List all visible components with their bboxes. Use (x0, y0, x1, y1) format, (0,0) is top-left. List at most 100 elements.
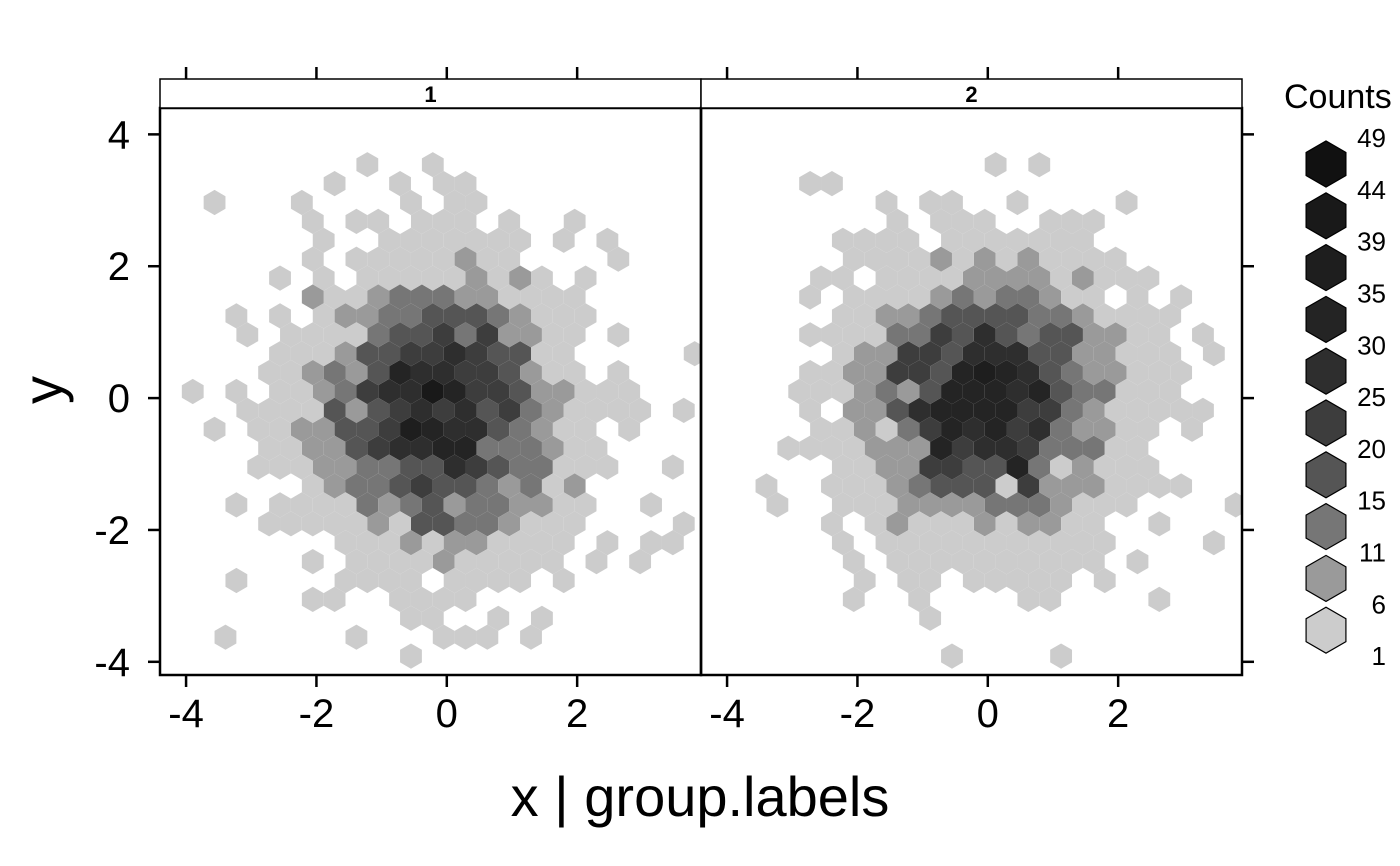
hexbin-cell (301, 322, 324, 348)
hexbin-cell (919, 416, 942, 442)
hexbin-cell (1039, 246, 1062, 272)
hexbin-cell (574, 454, 597, 480)
hexbin-cell (1072, 492, 1094, 518)
hexbin-cell (1050, 416, 1073, 442)
hexbin-cell (334, 454, 357, 480)
hexbin-cell (541, 473, 564, 499)
hexbin-cell (400, 567, 422, 594)
hexbin-cell (280, 397, 302, 423)
hexbin-cell (498, 246, 521, 272)
hexbin-cell (766, 492, 789, 518)
hexbin-cell (574, 492, 597, 518)
hexbin-cell (476, 435, 499, 461)
hexbin-cell (410, 586, 433, 612)
hexbin-cell (1126, 284, 1149, 310)
hexbin-cell (919, 189, 942, 216)
hexbin-cell (1006, 492, 1029, 518)
hexbin-cell (258, 360, 281, 386)
hexbin-cell (1072, 265, 1094, 291)
hexbin-cell (683, 341, 701, 367)
hexbin-cell (465, 303, 488, 329)
hexbin-cell (345, 473, 368, 499)
hexbin-cell (563, 473, 586, 499)
hexbin-cell (951, 246, 974, 272)
hexbin-cell (367, 435, 390, 461)
hexbin-cell (864, 284, 887, 310)
hexbin-cell (454, 171, 477, 197)
hexbin-cell (563, 511, 586, 537)
hexbin-cell (465, 378, 488, 405)
hexbin-cell (1028, 341, 1051, 367)
hexbin-cell (1224, 492, 1242, 518)
hexbin-cell (875, 341, 898, 367)
hexbin-cell (984, 416, 1007, 442)
hexbin-cell (312, 416, 335, 442)
hexbin-cell (356, 530, 379, 556)
hexbin-cell (520, 284, 542, 310)
hexbin-cell (421, 454, 444, 480)
hexbin-cell (1072, 378, 1094, 405)
hexbin-cell (400, 492, 422, 518)
hexbin-cell (487, 378, 510, 405)
hexbin-cell (1017, 322, 1040, 348)
hexbin-cell (842, 435, 865, 461)
hexbin-cell (421, 152, 444, 178)
hexbin-cell (345, 511, 368, 537)
hexbin-cell (897, 416, 920, 442)
hexbin-cell (1192, 397, 1214, 423)
hexbin-cell (799, 284, 822, 310)
hexbin-cell (930, 435, 952, 461)
hexbin-cell (432, 171, 455, 197)
hexbin-cell (1006, 378, 1029, 405)
hexbin-cell (973, 208, 996, 234)
hexbin-cell (821, 360, 843, 386)
legend-key (1305, 192, 1347, 240)
hexbin-cell (908, 435, 931, 461)
hexbin-cell (962, 378, 985, 405)
hexbin-cell (875, 530, 898, 556)
hexbin-cell (498, 208, 521, 234)
hexbin-cell (312, 341, 335, 367)
hexbin-cell (1039, 586, 1062, 612)
hexbin-cell (864, 246, 887, 272)
hexbin-cell (443, 265, 466, 291)
hexbin-cell (443, 530, 466, 556)
hexbin-cell (886, 246, 909, 272)
hexbin-cell (356, 303, 379, 329)
hexbin-cell (672, 511, 695, 537)
hexbin-cell (552, 341, 575, 367)
hexbin-cell (443, 303, 466, 329)
hexbin-cell (618, 416, 641, 442)
hexbin-cell (323, 511, 346, 537)
legend-key (1305, 606, 1347, 654)
hexbin-cell (897, 454, 920, 480)
hexbin-cell (410, 360, 433, 386)
hexbin-cell (984, 303, 1007, 329)
y-tick-label: 2 (108, 245, 130, 289)
hexbin-cell (432, 624, 455, 650)
hexbin-cell (897, 303, 920, 329)
hexbin-cell (476, 246, 499, 272)
hexbin-cell (269, 303, 291, 329)
hexbin-cell (1082, 208, 1105, 234)
hexbin-cell (585, 397, 608, 423)
x-axis-title: x | group.labels (511, 765, 890, 828)
hexbin-cell (432, 360, 455, 386)
hexbin-cell (443, 454, 466, 480)
hexbin-cell (498, 549, 521, 575)
hexbin-cell (498, 435, 521, 461)
hexbin-cell (345, 208, 368, 234)
hexbin-cell (799, 397, 822, 423)
hexbin-cell (378, 416, 401, 442)
hexbin-cell (1170, 284, 1193, 310)
hexbin-cell (203, 189, 226, 216)
hexbin-cell (1170, 397, 1193, 423)
y-axis-title: y (11, 376, 74, 404)
hexbin-cell (389, 397, 411, 423)
hexbin-cell (312, 303, 335, 329)
hexbin-cell (400, 341, 422, 367)
hexbin-cell (1050, 567, 1073, 594)
hexbin-cell (886, 511, 909, 537)
hexbin-cell (984, 454, 1007, 480)
